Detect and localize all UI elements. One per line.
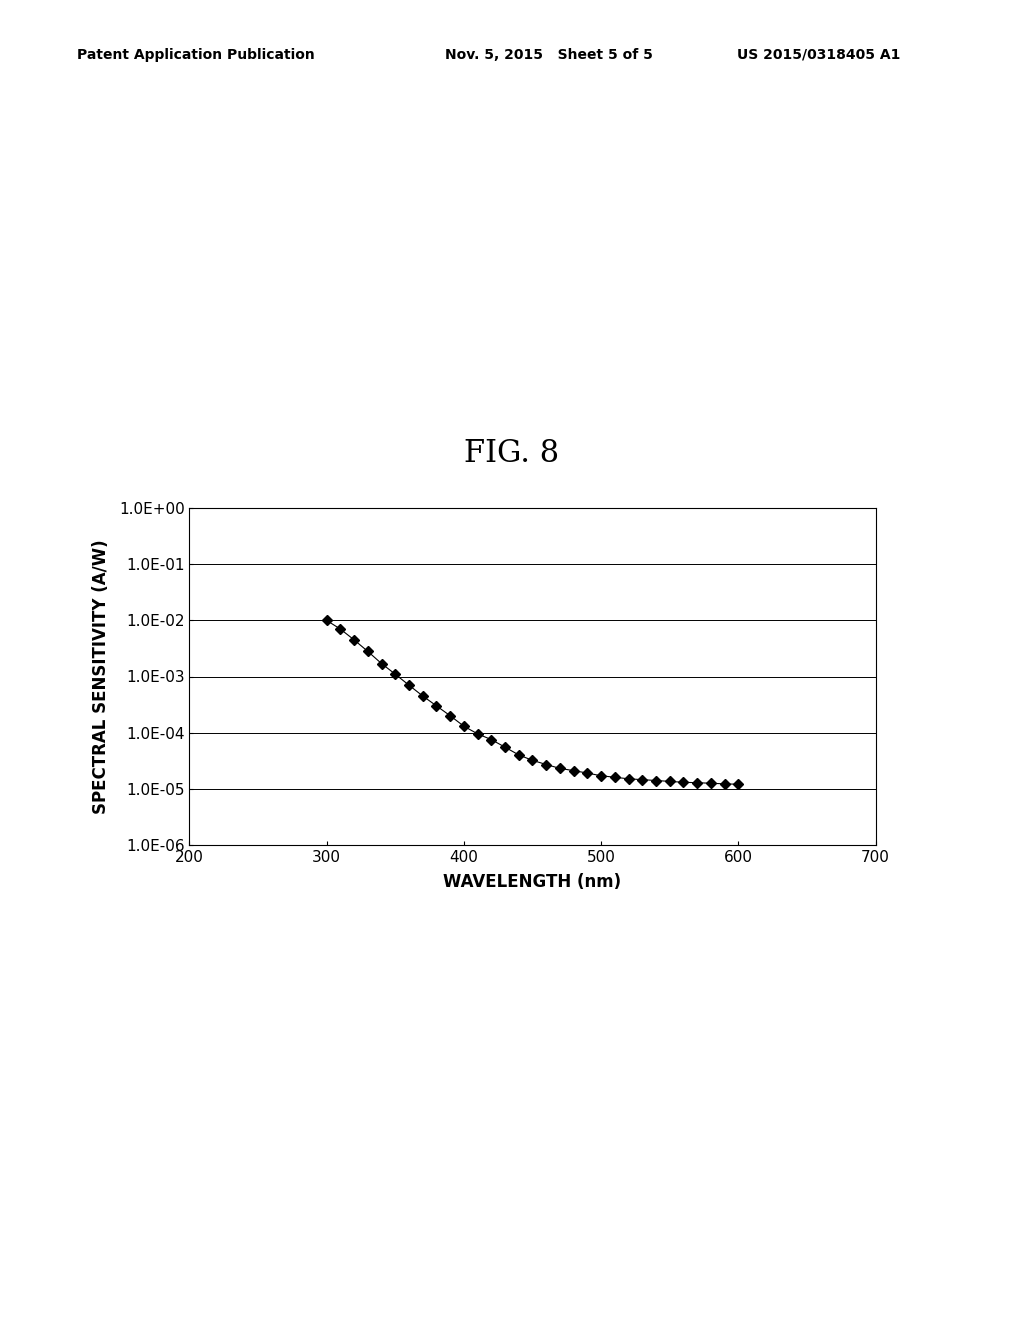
X-axis label: WAVELENGTH (nm): WAVELENGTH (nm): [443, 873, 622, 891]
Text: Patent Application Publication: Patent Application Publication: [77, 48, 314, 62]
Text: US 2015/0318405 A1: US 2015/0318405 A1: [737, 48, 901, 62]
Text: Nov. 5, 2015   Sheet 5 of 5: Nov. 5, 2015 Sheet 5 of 5: [445, 48, 653, 62]
Y-axis label: SPECTRAL SENSITIVITY (A/W): SPECTRAL SENSITIVITY (A/W): [92, 539, 111, 814]
Text: FIG. 8: FIG. 8: [465, 438, 559, 469]
